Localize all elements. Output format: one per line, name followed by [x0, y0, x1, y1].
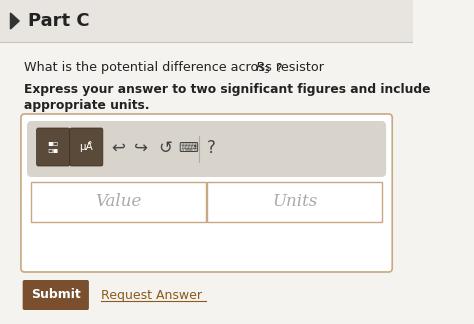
FancyBboxPatch shape	[27, 121, 386, 177]
Text: ▪▫
▫▪: ▪▫ ▫▪	[47, 139, 59, 156]
Text: ↺: ↺	[159, 139, 173, 157]
Text: Submit: Submit	[31, 288, 81, 302]
Text: μÅ: μÅ	[80, 142, 93, 153]
Text: ?: ?	[275, 62, 282, 75]
Text: ⌨: ⌨	[178, 141, 198, 155]
Text: Units: Units	[272, 193, 317, 211]
FancyBboxPatch shape	[21, 114, 392, 272]
Text: $R_3$: $R_3$	[255, 61, 271, 75]
Text: What is the potential difference across resistor: What is the potential difference across …	[24, 62, 328, 75]
Text: Part C: Part C	[28, 12, 90, 30]
Text: Value: Value	[95, 193, 142, 211]
Text: ↪: ↪	[134, 139, 148, 157]
Text: appropriate units.: appropriate units.	[24, 98, 150, 111]
Bar	[0, 42, 413, 324]
FancyBboxPatch shape	[70, 128, 103, 166]
Bar	[208, 182, 382, 222]
Text: Express your answer to two significant figures and include: Express your answer to two significant f…	[24, 83, 431, 96]
Text: ↩: ↩	[111, 139, 126, 157]
Polygon shape	[10, 13, 19, 29]
FancyBboxPatch shape	[0, 0, 413, 42]
Text: ?: ?	[207, 139, 215, 157]
FancyBboxPatch shape	[23, 280, 89, 310]
Bar	[31, 182, 206, 222]
Text: Request Answer: Request Answer	[101, 288, 202, 302]
FancyBboxPatch shape	[36, 128, 70, 166]
